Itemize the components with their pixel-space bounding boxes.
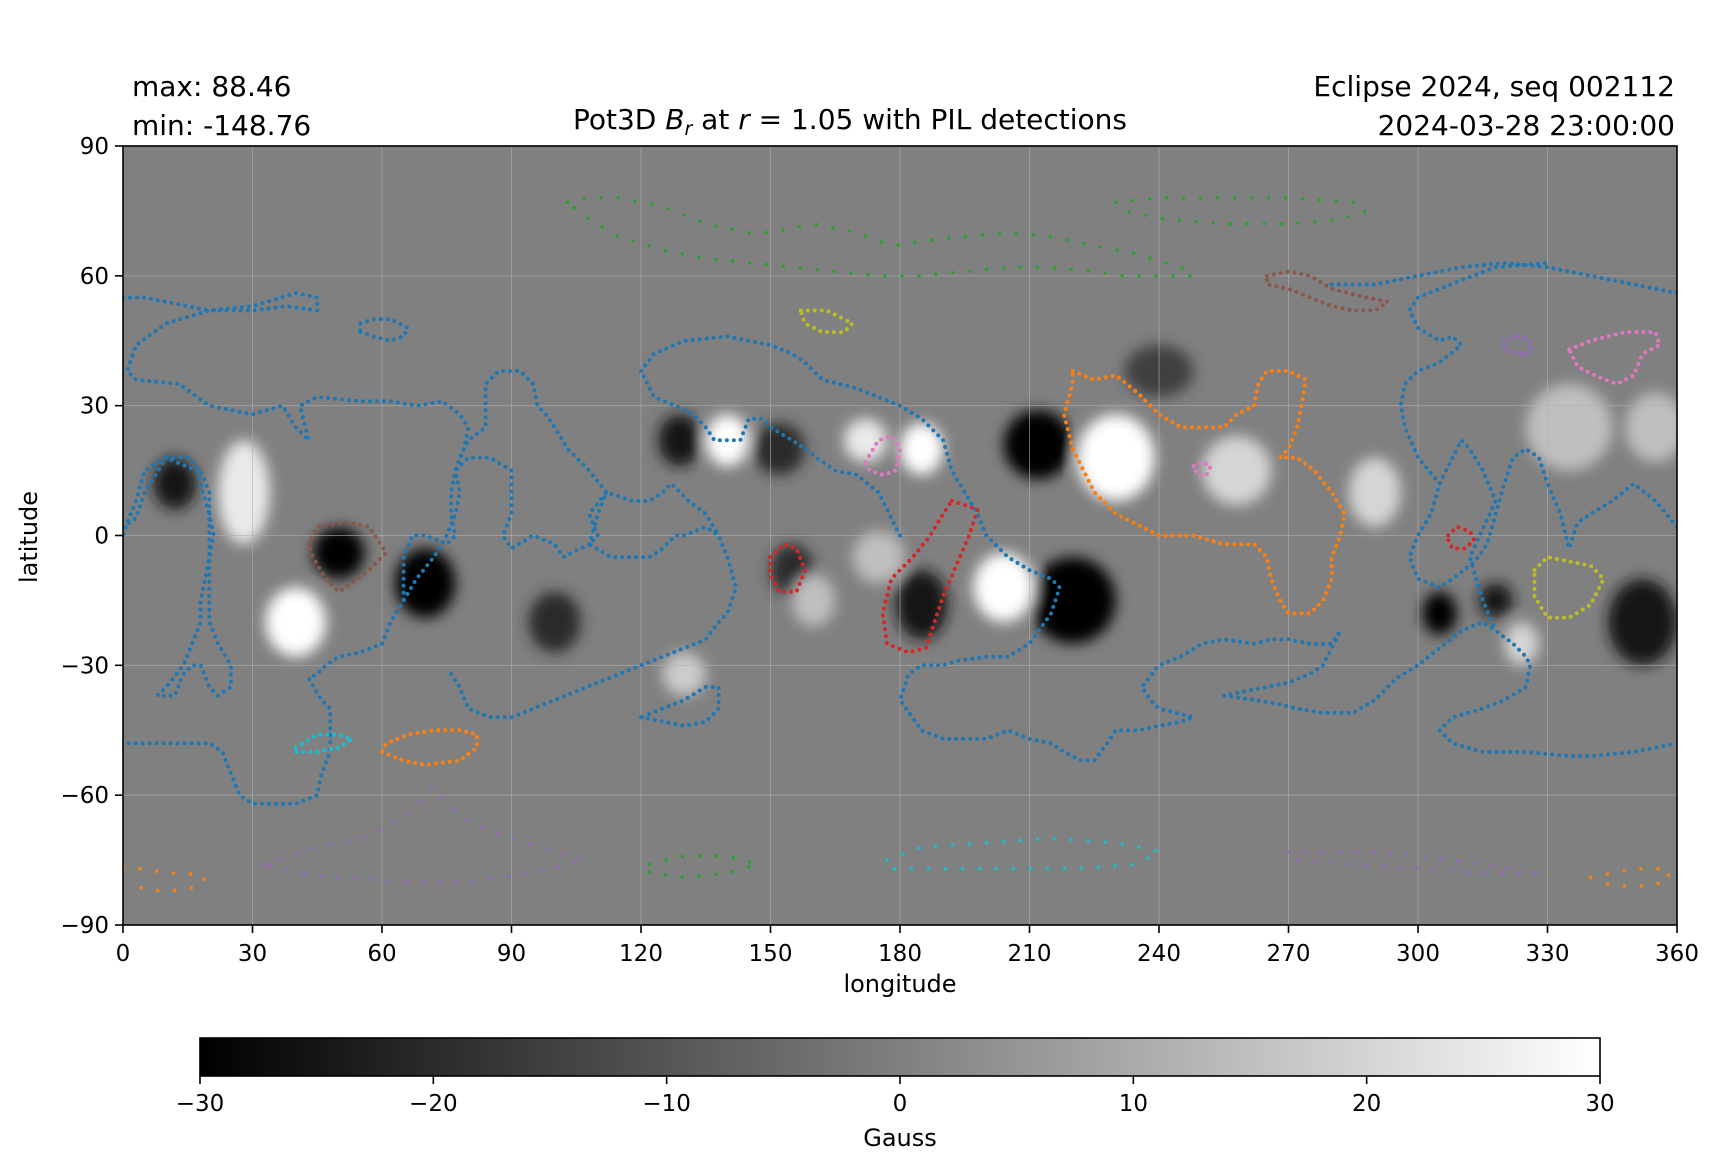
field-blob — [153, 457, 197, 510]
pil-contour — [358, 317, 411, 343]
x-axis: 0 30 60 90 120 150 180 210 240 270 300 330 360 — [116, 925, 1699, 967]
field-blob — [973, 552, 1034, 623]
pil-contour — [123, 291, 471, 806]
pil-contour — [639, 334, 1677, 763]
field-blob — [895, 570, 948, 640]
event-label: Eclipse 2024, seq 002112 — [1313, 70, 1675, 103]
field-blob — [1625, 392, 1677, 462]
pil-contour — [1329, 260, 1677, 296]
field-blob — [394, 548, 456, 618]
min-value-text: min: -148.76 — [132, 109, 311, 142]
pil-contour — [1567, 330, 1663, 387]
x-tick-label: 90 — [497, 941, 526, 967]
field-blob — [528, 591, 581, 653]
x-tick-label: 120 — [619, 941, 663, 967]
y-tick-label: 90 — [80, 134, 109, 160]
field-blob — [1076, 414, 1155, 501]
y-tick-label: −60 — [60, 783, 109, 809]
chart-title: Pot3D Br at r = 1.05 with PIL detections — [573, 103, 1127, 140]
field-blob — [658, 414, 702, 467]
pil-contour — [768, 541, 808, 594]
title-r: r — [738, 103, 751, 136]
x-tick-label: 360 — [1655, 941, 1699, 967]
colorbar-tick-label: 10 — [1119, 1091, 1148, 1117]
x-tick-label: 240 — [1137, 941, 1181, 967]
colorbar-tick-label: −10 — [642, 1091, 691, 1117]
pil-contour — [1191, 459, 1214, 477]
pil-contour — [1502, 334, 1533, 356]
pil-contour — [1588, 866, 1671, 888]
colorbar-tick-label: 20 — [1352, 1091, 1381, 1117]
y-tick-label: −30 — [60, 653, 109, 679]
colorbar: −30 −20 −10 0 10 20 30 Gauss — [176, 1037, 1615, 1152]
y-tick-label: 0 — [94, 524, 109, 550]
field-blob — [843, 418, 888, 462]
x-tick-label: 30 — [238, 941, 267, 967]
pil-contour — [123, 455, 233, 699]
field-blob — [662, 652, 706, 696]
pil-contour — [1446, 524, 1477, 551]
x-tick-label: 330 — [1526, 941, 1570, 967]
title-prefix: Pot3D — [573, 103, 665, 136]
pil-contour — [306, 520, 389, 595]
field-blob — [265, 587, 326, 657]
field-blob — [1003, 409, 1073, 480]
pil-contour — [798, 308, 856, 335]
title-sub: r — [684, 118, 693, 140]
colorbar-tick-label: −30 — [176, 1091, 225, 1117]
field-blob — [1478, 583, 1513, 618]
field-blob — [1029, 557, 1116, 644]
field-blob — [852, 531, 905, 584]
y-tick-label: 60 — [80, 264, 109, 290]
pil-contour — [1532, 554, 1607, 620]
field-blob — [900, 422, 944, 475]
y-tick-label: −90 — [60, 913, 109, 939]
pil-contour — [380, 369, 609, 646]
field-blob — [792, 574, 836, 627]
field-blob — [1422, 591, 1457, 636]
field-blob — [312, 526, 365, 579]
x-tick-label: 60 — [367, 941, 396, 967]
timestamp-label: 2024-03-28 23:00:00 — [1378, 109, 1675, 142]
field-blob — [1202, 435, 1272, 506]
pil-contour — [1264, 269, 1393, 313]
field-blob — [217, 440, 270, 545]
x-tick-label: 210 — [1008, 941, 1052, 967]
x-axis-label: longitude — [843, 970, 956, 998]
pil-contour — [449, 480, 739, 720]
pil-contour — [863, 433, 903, 478]
colorbar-tick-label: −20 — [409, 1091, 458, 1117]
title-eq: = 1.05 with PIL detections — [750, 103, 1127, 136]
field-blob — [1348, 457, 1401, 527]
x-tick-label: 150 — [749, 941, 793, 967]
y-tick-label: 30 — [80, 394, 109, 420]
x-tick-label: 300 — [1396, 941, 1440, 967]
pil-contour — [1407, 436, 1677, 633]
y-axis-label: latitude — [15, 491, 43, 583]
pil-contour — [565, 196, 1200, 278]
x-tick-label: 180 — [878, 941, 922, 967]
pil-contour — [263, 783, 592, 884]
field-blob — [1607, 578, 1677, 666]
plot-area — [122, 145, 1678, 926]
x-tick-label: 0 — [116, 941, 131, 967]
pil-contours — [123, 196, 1677, 893]
field-blob — [753, 422, 806, 475]
field-blob — [1504, 622, 1539, 666]
max-value-text: max: 88.46 — [132, 70, 292, 103]
y-axis: 90 60 30 0 −30 −60 −90 — [60, 134, 123, 939]
title-mid: at — [692, 103, 738, 136]
colorbar-tick-label: 30 — [1585, 1091, 1614, 1117]
colorbar-ticks: −30 −20 −10 0 10 20 30 — [176, 1076, 1615, 1117]
title-var: B — [665, 103, 684, 136]
x-tick-label: 270 — [1267, 941, 1311, 967]
colorbar-tick-label: 0 — [893, 1091, 908, 1117]
pil-contour — [293, 732, 357, 754]
pil-contour — [639, 685, 721, 728]
pil-contour — [885, 836, 1164, 871]
colorbar-gradient — [199, 1037, 1601, 1077]
colorbar-label: Gauss — [863, 1124, 937, 1152]
pil-contour — [639, 369, 902, 538]
